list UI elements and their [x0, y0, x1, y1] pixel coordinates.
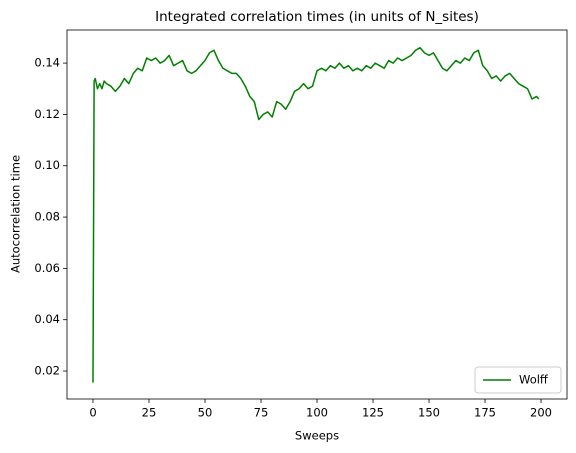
y-tick-label: 0.12 — [34, 107, 60, 121]
x-tick-label: 100 — [306, 406, 328, 420]
y-tick-label: 0.02 — [34, 364, 60, 378]
x-tick-label: 125 — [362, 406, 384, 420]
y-tick-label: 0.08 — [34, 210, 60, 224]
x-axis-label: Sweeps — [295, 429, 339, 443]
x-tick-label: 75 — [254, 406, 269, 420]
y-tick-label: 0.14 — [34, 56, 60, 70]
x-tick-label: 50 — [198, 406, 213, 420]
y-tick-label: 0.04 — [34, 312, 60, 326]
x-tick-label: 150 — [418, 406, 440, 420]
x-tick-label: 175 — [474, 406, 496, 420]
y-axis-label: Autocorrelation time — [9, 155, 23, 273]
y-tick-label: 0.06 — [34, 261, 60, 275]
x-tick-label: 0 — [89, 406, 96, 420]
legend-box — [474, 366, 562, 394]
x-tick-label: 200 — [530, 406, 552, 420]
plot-frame — [66, 29, 568, 400]
chart-title: Integrated correlation times (in units o… — [155, 9, 479, 25]
data-line — [92, 46, 540, 383]
legend-label: Wolff — [519, 373, 549, 387]
y-tick-label: 0.10 — [34, 158, 60, 172]
x-tick-label: 25 — [142, 406, 157, 420]
